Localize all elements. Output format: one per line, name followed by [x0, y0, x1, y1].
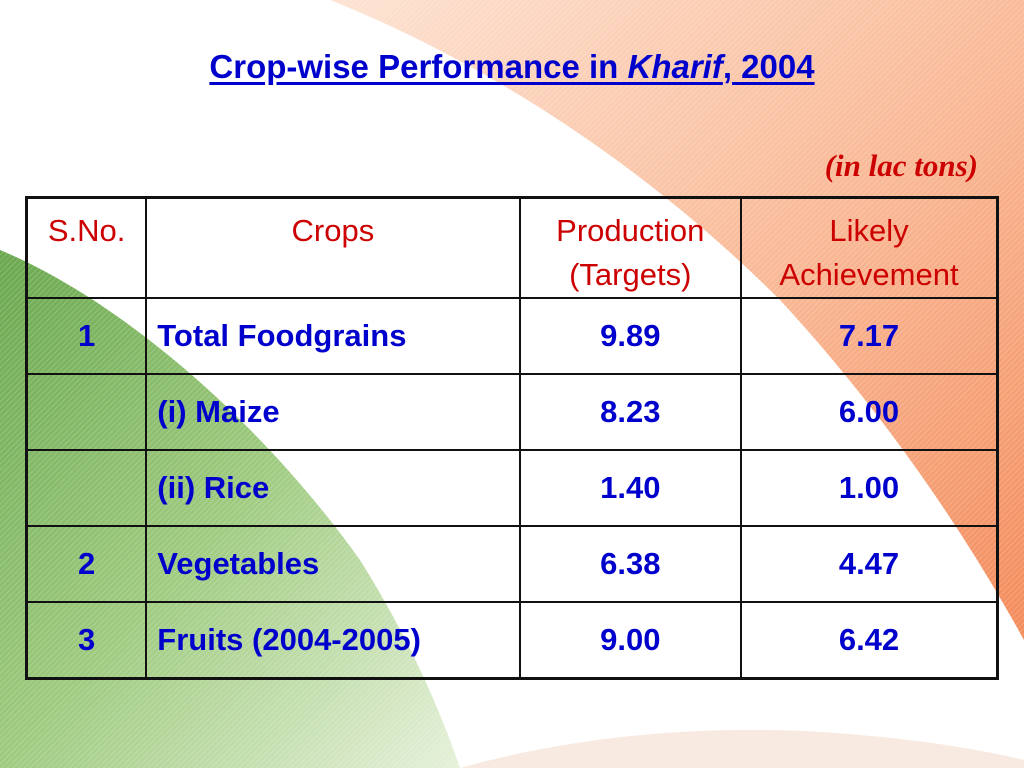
header-achievement: Likely Achievement: [740, 196, 999, 299]
cell-sno: 3: [25, 601, 148, 679]
cell-achievement: 6.42: [740, 601, 999, 679]
cell-target: 1.40: [518, 449, 743, 527]
header-production-line2: (Targets): [569, 257, 692, 292]
cell-achievement: 1.00: [740, 449, 999, 527]
table-row: 3 Fruits (2004-2005) 9.00 6.42: [25, 601, 999, 679]
cell-achievement: 4.47: [740, 525, 999, 603]
table-body: 1 Total Foodgrains 9.89 7.17 (i) Maize 8…: [25, 297, 999, 679]
title-text-kharif: Kharif: [627, 48, 723, 85]
cell-crop: (i) Maize: [145, 373, 521, 451]
cell-crop: (ii) Rice: [145, 449, 521, 527]
cell-achievement: 6.00: [740, 373, 999, 451]
header-crops: Crops: [145, 196, 521, 299]
header-achievement-line1: Likely: [829, 213, 909, 248]
cell-sno: 1: [25, 297, 148, 375]
cell-crop: Total Foodgrains: [145, 297, 521, 375]
cell-sno: [25, 373, 148, 451]
header-sno: S.No.: [25, 196, 148, 299]
table-row: 1 Total Foodgrains 9.89 7.17: [25, 297, 999, 375]
header-production-line1: Production: [556, 213, 705, 248]
cell-target: 8.23: [518, 373, 743, 451]
cell-sno: [25, 449, 148, 527]
unit-note: (in lac tons): [824, 148, 978, 183]
cell-crop: Fruits (2004-2005): [145, 601, 521, 679]
slide-title: Crop-wise Performance in Kharif, 2004: [0, 48, 1024, 86]
title-text-year: , 2004: [722, 48, 815, 85]
cell-crop: Vegetables: [145, 525, 521, 603]
cell-achievement: 7.17: [740, 297, 999, 375]
table-row: (i) Maize 8.23 6.00: [25, 373, 999, 451]
table-row: (ii) Rice 1.40 1.00: [25, 449, 999, 527]
table-row: 2 Vegetables 6.38 4.47: [25, 525, 999, 603]
header-production: Production (Targets): [518, 196, 743, 299]
cell-sno: 2: [25, 525, 148, 603]
title-text-main: Crop-wise Performance in: [209, 48, 628, 85]
table-header-row: S.No. Crops Production (Targets) Likely …: [25, 196, 999, 299]
cell-target: 6.38: [518, 525, 743, 603]
header-achievement-line2: Achievement: [779, 257, 959, 292]
crop-performance-table: S.No. Crops Production (Targets) Likely …: [25, 196, 999, 680]
cell-target: 9.00: [518, 601, 743, 679]
cell-target: 9.89: [518, 297, 743, 375]
